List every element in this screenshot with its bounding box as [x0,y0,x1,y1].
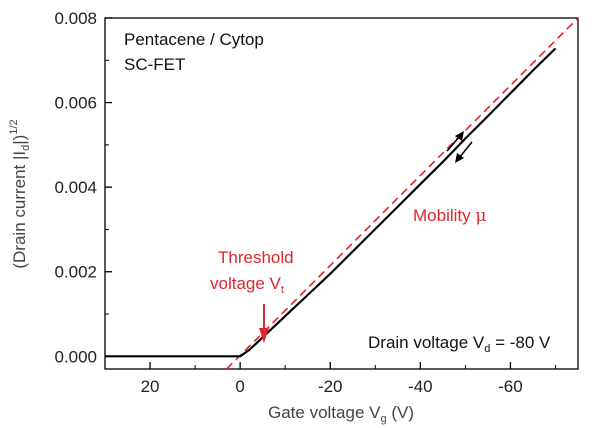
reverse-sweep-arrow [458,141,473,159]
mobility-symbol: μ [475,206,486,226]
plot-frame [104,17,579,370]
threshold-arrow [259,304,269,343]
y-tick-label: 0.006 [54,94,97,113]
sample-label-line1: Pentacene / Cytop [124,30,264,49]
x-tick-label: -20 [318,377,343,396]
y-tick-label: 0.008 [54,9,97,28]
y-axis-label: (Drain current |Id|)1/2 [8,119,32,268]
linear-fit-line [226,17,579,370]
drain-voltage-label: Drain voltage Vd = -80 V [368,333,551,355]
x-tick-label: 20 [141,377,160,396]
x-tick-label: 0 [235,377,244,396]
x-axis-label: Gate voltage Vg (V) [268,403,414,425]
y-axis-ticks: 0.000 0.002 0.004 0.006 0.008 [54,9,112,366]
threshold-label-line2: voltage Vt [210,274,284,296]
sweep-direction-arrows [446,131,473,163]
mobility-label: Mobility μ [413,206,486,226]
forward-sweep-arrowhead [455,131,464,141]
reverse-sweep-arrowhead [455,153,464,163]
y-tick-label: 0.000 [54,347,97,366]
sample-label-line2: SC-FET [124,55,185,74]
x-axis-ticks: 20 0 -20 -40 -60 [104,362,556,396]
forward-sweep-arrow [446,135,461,152]
y-tick-label: 0.002 [54,263,97,282]
x-tick-label: -40 [408,377,433,396]
y-tick-label: 0.004 [54,178,97,197]
x-tick-label: -60 [498,377,523,396]
threshold-label-line1: Threshold [218,248,294,267]
measured-curve [105,47,557,358]
series-layer [105,17,579,370]
